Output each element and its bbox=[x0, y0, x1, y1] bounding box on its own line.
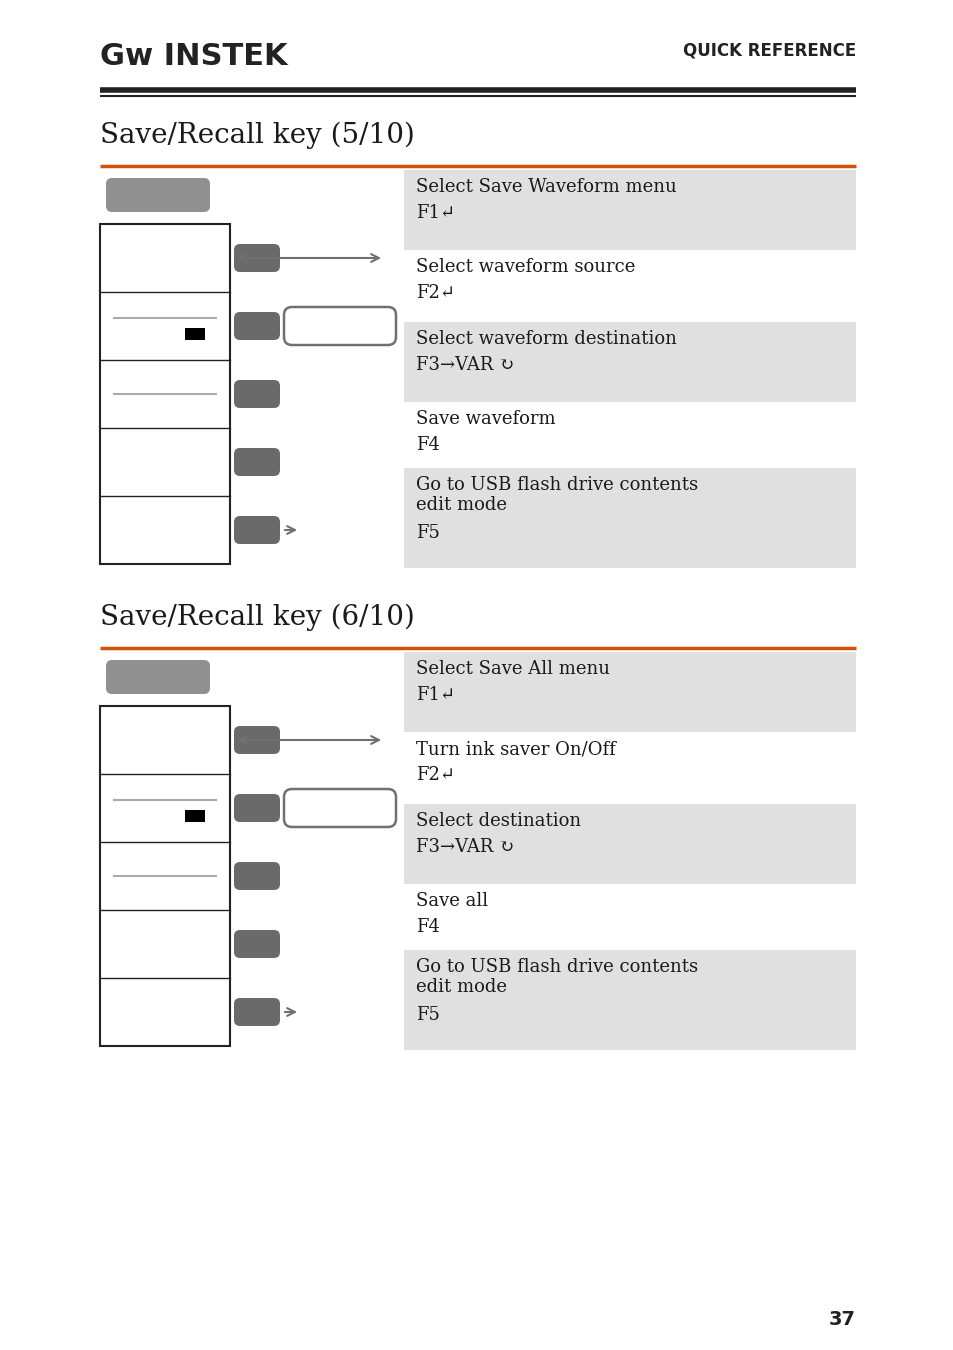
Bar bbox=[403, 884, 855, 950]
Text: F4: F4 bbox=[416, 918, 439, 936]
FancyBboxPatch shape bbox=[106, 178, 210, 212]
Text: Go to USB flash drive contents: Go to USB flash drive contents bbox=[416, 958, 698, 976]
FancyBboxPatch shape bbox=[233, 998, 280, 1026]
FancyBboxPatch shape bbox=[284, 788, 395, 828]
Text: Save all: Save all bbox=[416, 892, 488, 910]
Bar bbox=[403, 468, 855, 568]
FancyBboxPatch shape bbox=[233, 448, 280, 477]
Text: edit mode: edit mode bbox=[416, 977, 506, 996]
Text: F3→VAR ↻: F3→VAR ↻ bbox=[416, 356, 514, 374]
Text: Select waveform source: Select waveform source bbox=[416, 258, 635, 275]
Text: edit mode: edit mode bbox=[416, 495, 506, 514]
Bar bbox=[403, 250, 855, 323]
Bar bbox=[403, 402, 855, 468]
Text: F1↵: F1↵ bbox=[416, 686, 455, 703]
FancyBboxPatch shape bbox=[233, 244, 280, 271]
FancyBboxPatch shape bbox=[233, 312, 280, 340]
Bar bbox=[403, 323, 855, 402]
Bar bbox=[403, 652, 855, 732]
Polygon shape bbox=[185, 810, 205, 822]
Text: QUICK REFERENCE: QUICK REFERENCE bbox=[682, 42, 855, 59]
FancyBboxPatch shape bbox=[233, 516, 280, 544]
Bar bbox=[100, 224, 230, 564]
Bar bbox=[403, 170, 855, 250]
Text: F2↵: F2↵ bbox=[416, 284, 455, 302]
FancyBboxPatch shape bbox=[233, 930, 280, 958]
Text: Gᴡ INSTEK: Gᴡ INSTEK bbox=[100, 42, 287, 72]
Text: 37: 37 bbox=[828, 1310, 855, 1328]
FancyBboxPatch shape bbox=[284, 306, 395, 346]
Text: Save waveform: Save waveform bbox=[416, 410, 555, 428]
Bar bbox=[100, 706, 230, 1046]
FancyBboxPatch shape bbox=[233, 794, 280, 822]
Bar bbox=[403, 805, 855, 884]
Text: F3→VAR ↻: F3→VAR ↻ bbox=[416, 838, 514, 856]
FancyBboxPatch shape bbox=[233, 379, 280, 408]
Bar bbox=[403, 950, 855, 1050]
Bar bbox=[403, 732, 855, 805]
Text: Save/Recall key (5/10): Save/Recall key (5/10) bbox=[100, 122, 415, 150]
Text: Go to USB flash drive contents: Go to USB flash drive contents bbox=[416, 477, 698, 494]
Text: F1↵: F1↵ bbox=[416, 204, 455, 221]
Text: Select waveform destination: Select waveform destination bbox=[416, 329, 677, 348]
Text: F2↵: F2↵ bbox=[416, 765, 455, 784]
Text: Select Save Waveform menu: Select Save Waveform menu bbox=[416, 178, 676, 196]
Text: Select destination: Select destination bbox=[416, 811, 580, 830]
FancyBboxPatch shape bbox=[106, 660, 210, 694]
Text: F5: F5 bbox=[416, 1006, 439, 1025]
Text: Save/Recall key (6/10): Save/Recall key (6/10) bbox=[100, 603, 415, 632]
FancyBboxPatch shape bbox=[233, 863, 280, 890]
Text: F4: F4 bbox=[416, 436, 439, 454]
FancyBboxPatch shape bbox=[233, 726, 280, 755]
Text: Turn ink saver On/Off: Turn ink saver On/Off bbox=[416, 740, 615, 757]
Polygon shape bbox=[185, 328, 205, 340]
Text: F5: F5 bbox=[416, 524, 439, 541]
Text: Select Save All menu: Select Save All menu bbox=[416, 660, 609, 678]
